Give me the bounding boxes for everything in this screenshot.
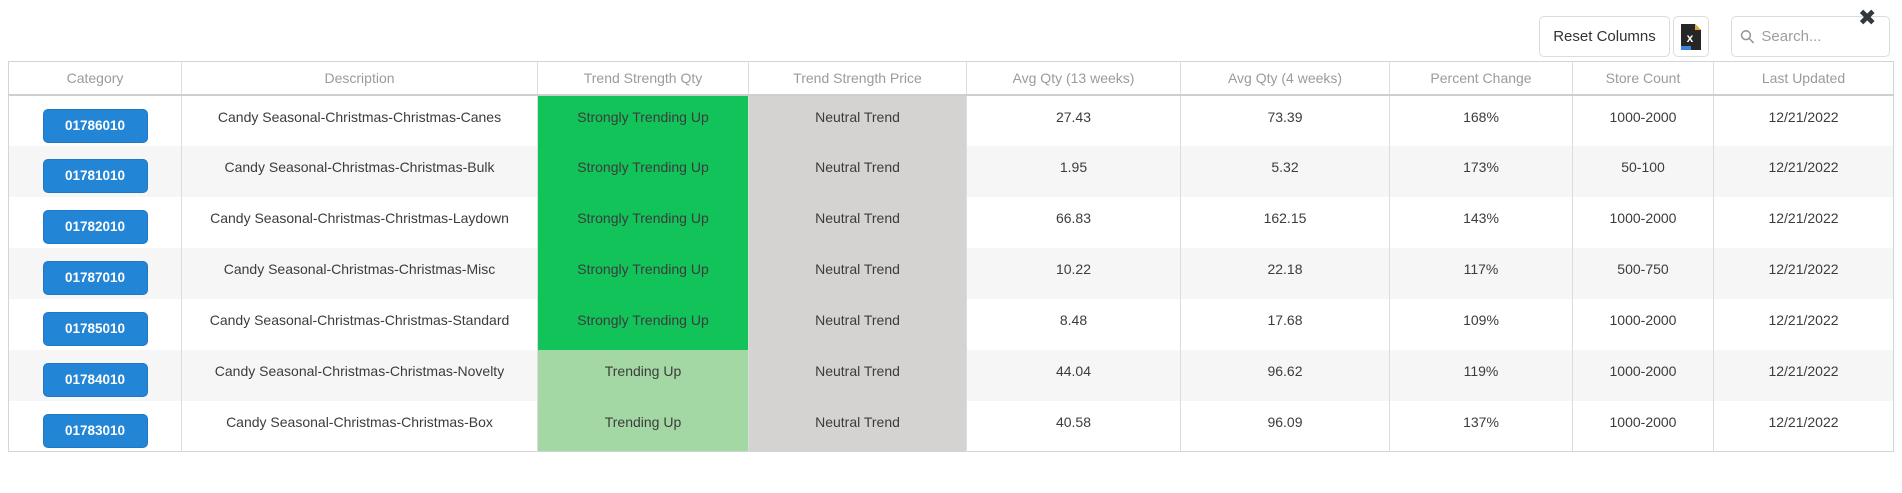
column-header-last-updated[interactable]: Last Updated — [1713, 61, 1894, 96]
table-row: 01786010 Candy Seasonal-Christmas-Christ… — [9, 94, 1894, 146]
trend-strength-price-cell: Neutral Trend — [748, 145, 967, 197]
avg-qty-4-weeks-cell: 5.32 — [1180, 145, 1390, 197]
table-row: 01781010 Candy Seasonal-Christmas-Christ… — [8, 145, 1894, 197]
last-updated-cell: 12/21/2022 — [1713, 94, 1894, 146]
table-row: 01787010 Candy Seasonal-Christmas-Christ… — [8, 247, 1894, 299]
trend-strength-qty-cell: Strongly Trending Up — [537, 247, 749, 299]
trend-strength-price-cell: Neutral Trend — [748, 94, 967, 146]
last-updated-cell: 12/21/2022 — [1713, 145, 1894, 197]
percent-change-cell: 173% — [1389, 145, 1573, 197]
avg-qty-13-weeks-cell: 66.83 — [966, 196, 1181, 248]
trend-strength-price-cell: Neutral Trend — [748, 298, 967, 350]
store-count-cell: 1000-2000 — [1572, 94, 1714, 146]
svg-text:x: x — [1687, 31, 1694, 45]
trend-strength-qty-cell: Trending Up — [537, 400, 749, 452]
column-header-percent-change[interactable]: Percent Change — [1389, 61, 1573, 96]
category-button[interactable]: 01781010 — [42, 158, 148, 193]
trend-strength-qty-cell: Strongly Trending Up — [537, 196, 749, 248]
avg-qty-4-weeks-cell: 22.18 — [1180, 247, 1390, 299]
table-row: 01782010 Candy Seasonal-Christmas-Christ… — [9, 196, 1894, 248]
column-header-avg-qty-13-weeks-[interactable]: Avg Qty (13 weeks) — [966, 61, 1181, 96]
last-updated-cell: 12/21/2022 — [1713, 400, 1894, 452]
search-icon — [1740, 30, 1754, 44]
trend-strength-qty-cell: Trending Up — [537, 349, 749, 401]
trend-strength-qty-cell: Strongly Trending Up — [537, 145, 749, 197]
last-updated-cell: 12/21/2022 — [1713, 349, 1894, 401]
avg-qty-13-weeks-cell: 8.48 — [966, 298, 1181, 350]
search-input[interactable] — [1761, 28, 1881, 45]
avg-qty-4-weeks-cell: 73.39 — [1180, 94, 1390, 146]
file-excel-icon: x — [1681, 23, 1701, 50]
store-count-cell: 50-100 — [1572, 145, 1714, 197]
category-button[interactable]: 01784010 — [42, 362, 148, 397]
description-cell: Candy Seasonal-Christmas-Christmas-Misc — [181, 247, 538, 299]
trend-strength-price-cell: Neutral Trend — [748, 247, 967, 299]
trend-strength-price-cell: Neutral Trend — [748, 349, 967, 401]
trend-strength-qty-cell: Strongly Trending Up — [537, 94, 749, 146]
column-header-store-count[interactable]: Store Count — [1572, 61, 1714, 96]
table-row: 01783010 Candy Seasonal-Christmas-Christ… — [9, 400, 1894, 452]
description-cell: Candy Seasonal-Christmas-Christmas-Laydo… — [181, 196, 538, 248]
description-cell: Candy Seasonal-Christmas-Christmas-Bulk — [181, 145, 538, 197]
category-button[interactable]: 01782010 — [42, 209, 148, 244]
avg-qty-4-weeks-cell: 96.62 — [1180, 349, 1390, 401]
category-button[interactable]: 01785010 — [42, 311, 148, 346]
percent-change-cell: 119% — [1389, 349, 1573, 401]
avg-qty-13-weeks-cell: 44.04 — [966, 349, 1181, 401]
column-header-trend-strength-price[interactable]: Trend Strength Price — [748, 61, 967, 96]
store-count-cell: 1000-2000 — [1572, 298, 1714, 350]
category-button[interactable]: 01787010 — [42, 260, 148, 295]
description-cell: Candy Seasonal-Christmas-Christmas-Canes — [181, 94, 538, 146]
data-grid: Category Description Trend Strength Qty Tre… — [8, 61, 1894, 452]
column-header-avg-qty-4-weeks-[interactable]: Avg Qty (4 weeks) — [1180, 61, 1390, 96]
percent-change-cell: 137% — [1389, 400, 1573, 452]
last-updated-cell: 12/21/2022 — [1713, 196, 1894, 248]
table-row: 01784010 Candy Seasonal-Christmas-Christ… — [8, 349, 1894, 401]
column-header-trend-strength-qty[interactable]: Trend Strength Qty — [537, 61, 749, 96]
column-header-description[interactable]: Description — [181, 61, 538, 96]
percent-change-cell: 117% — [1389, 247, 1573, 299]
export-excel-button[interactable]: x — [1673, 16, 1709, 57]
description-cell: Candy Seasonal-Christmas-Christmas-Stand… — [181, 298, 538, 350]
store-count-cell: 1000-2000 — [1572, 349, 1714, 401]
avg-qty-13-weeks-cell: 27.43 — [966, 94, 1181, 146]
table-row: 01785010 Candy Seasonal-Christmas-Christ… — [9, 298, 1894, 350]
avg-qty-13-weeks-cell: 10.22 — [966, 247, 1181, 299]
store-count-cell: 500-750 — [1572, 247, 1714, 299]
last-updated-cell: 12/21/2022 — [1713, 298, 1894, 350]
trend-strength-qty-cell: Strongly Trending Up — [537, 298, 749, 350]
store-count-cell: 1000-2000 — [1572, 196, 1714, 248]
last-updated-cell: 12/21/2022 — [1713, 247, 1894, 299]
avg-qty-13-weeks-cell: 40.58 — [966, 400, 1181, 452]
percent-change-cell: 168% — [1389, 94, 1573, 146]
description-cell: Candy Seasonal-Christmas-Christmas-Box — [181, 400, 538, 452]
avg-qty-4-weeks-cell: 96.09 — [1180, 400, 1390, 452]
category-button[interactable]: 01786010 — [42, 108, 148, 143]
percent-change-cell: 143% — [1389, 196, 1573, 248]
close-icon[interactable]: ✖ — [1858, 5, 1877, 30]
description-cell: Candy Seasonal-Christmas-Christmas-Novel… — [181, 349, 538, 401]
trend-strength-price-cell: Neutral Trend — [748, 196, 967, 248]
search-box — [1731, 16, 1890, 57]
reset-columns-button[interactable]: Reset Columns — [1539, 16, 1670, 57]
percent-change-cell: 109% — [1389, 298, 1573, 350]
table-header-row: Category Description Trend Strength Qty Tre… — [8, 61, 1894, 96]
avg-qty-4-weeks-cell: 17.68 — [1180, 298, 1390, 350]
avg-qty-4-weeks-cell: 162.15 — [1180, 196, 1390, 248]
column-header-category[interactable]: Category — [8, 61, 182, 96]
store-count-cell: 1000-2000 — [1572, 400, 1714, 452]
category-button[interactable]: 01783010 — [42, 413, 148, 448]
avg-qty-13-weeks-cell: 1.95 — [966, 145, 1181, 197]
trend-strength-price-cell: Neutral Trend — [748, 400, 967, 452]
